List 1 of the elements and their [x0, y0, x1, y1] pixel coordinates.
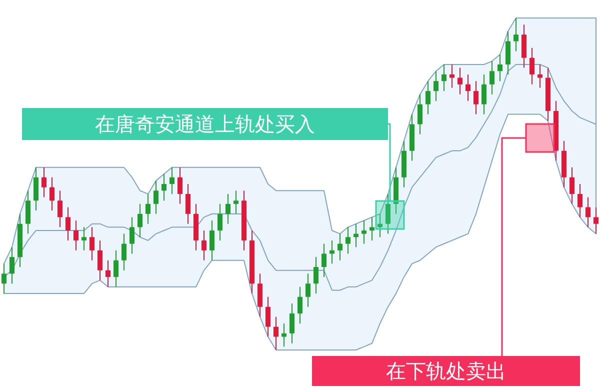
annotation: 在唐奇安通道上轨处买入: [95, 112, 315, 136]
